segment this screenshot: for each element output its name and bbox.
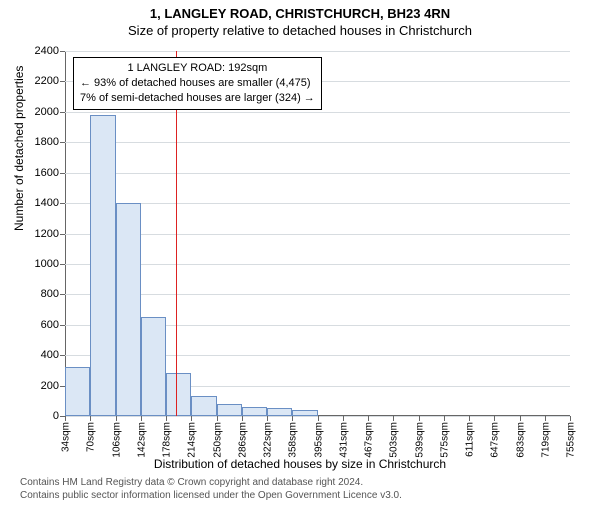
gridline (65, 203, 570, 204)
x-tick-label: 178sqm (160, 416, 173, 458)
histogram-bar (292, 410, 317, 416)
y-tick-label: 2000 (35, 106, 65, 118)
x-tick-label: 322sqm (261, 416, 274, 458)
x-tick-label: 214sqm (185, 416, 198, 458)
x-tick-label: 358sqm (286, 416, 299, 458)
y-tick-label: 2400 (35, 45, 65, 57)
x-tick-label: 250sqm (210, 416, 223, 458)
x-tick-label: 34sqm (59, 416, 72, 452)
histogram-bar (90, 115, 115, 416)
x-tick-label: 467sqm (362, 416, 375, 458)
x-tick-label: 142sqm (134, 416, 147, 458)
y-tick-label: 200 (41, 380, 65, 392)
y-tick-label: 2200 (35, 75, 65, 87)
gridline (65, 234, 570, 235)
x-tick-label: 539sqm (412, 416, 425, 458)
chart-area: 0200400600800100012001400160018002000220… (65, 51, 570, 416)
x-tick-label: 503sqm (387, 416, 400, 458)
title-subtitle: Size of property relative to detached ho… (0, 23, 600, 38)
histogram-bar (141, 317, 166, 416)
x-tick-label: 611sqm (463, 416, 476, 457)
plot-region: 0200400600800100012001400160018002000220… (65, 51, 570, 416)
x-tick-label: 719sqm (538, 416, 551, 458)
gridline (65, 173, 570, 174)
y-tick-label: 1400 (35, 197, 65, 209)
y-tick-label: 400 (41, 349, 65, 361)
callout-line-2: ← 93% of detached houses are smaller (4,… (80, 76, 315, 91)
x-tick-label: 755sqm (564, 416, 577, 458)
y-tick-label: 1000 (35, 258, 65, 270)
histogram-bar (267, 408, 292, 416)
title-address: 1, LANGLEY ROAD, CHRISTCHURCH, BH23 4RN (0, 6, 600, 21)
histogram-bar (116, 203, 141, 416)
histogram-bar (191, 396, 216, 416)
footer-attribution: Contains HM Land Registry data © Crown c… (20, 476, 402, 502)
gridline (65, 294, 570, 295)
histogram-bar (217, 404, 242, 416)
y-tick-label: 1600 (35, 167, 65, 179)
x-tick-label: 683sqm (513, 416, 526, 458)
y-tick-label: 600 (41, 319, 65, 331)
x-axis-label: Distribution of detached houses by size … (0, 457, 600, 471)
y-tick-label: 800 (41, 288, 65, 300)
y-tick-label: 1200 (35, 228, 65, 240)
callout-line-3: 7% of semi-detached houses are larger (3… (80, 91, 315, 106)
y-tick-label: 1800 (35, 136, 65, 148)
x-tick-label: 395sqm (311, 416, 324, 458)
callout-box: 1 LANGLEY ROAD: 192sqm← 93% of detached … (73, 57, 322, 110)
x-tick-label: 647sqm (488, 416, 501, 458)
histogram-bar (242, 407, 267, 416)
y-axis-label: Number of detached properties (12, 66, 26, 231)
histogram-bar (65, 367, 90, 416)
gridline (65, 264, 570, 265)
x-tick-label: 70sqm (84, 416, 97, 452)
x-tick-label: 575sqm (437, 416, 450, 458)
x-tick-label: 106sqm (109, 416, 122, 458)
footer-line-1: Contains HM Land Registry data © Crown c… (20, 476, 402, 489)
gridline (65, 51, 570, 52)
gridline (65, 112, 570, 113)
x-tick-label: 431sqm (336, 416, 349, 458)
callout-line-1: 1 LANGLEY ROAD: 192sqm (80, 61, 315, 76)
x-tick-label: 286sqm (235, 416, 248, 458)
histogram-bar (166, 373, 191, 416)
gridline (65, 142, 570, 143)
footer-line-2: Contains public sector information licen… (20, 489, 402, 502)
